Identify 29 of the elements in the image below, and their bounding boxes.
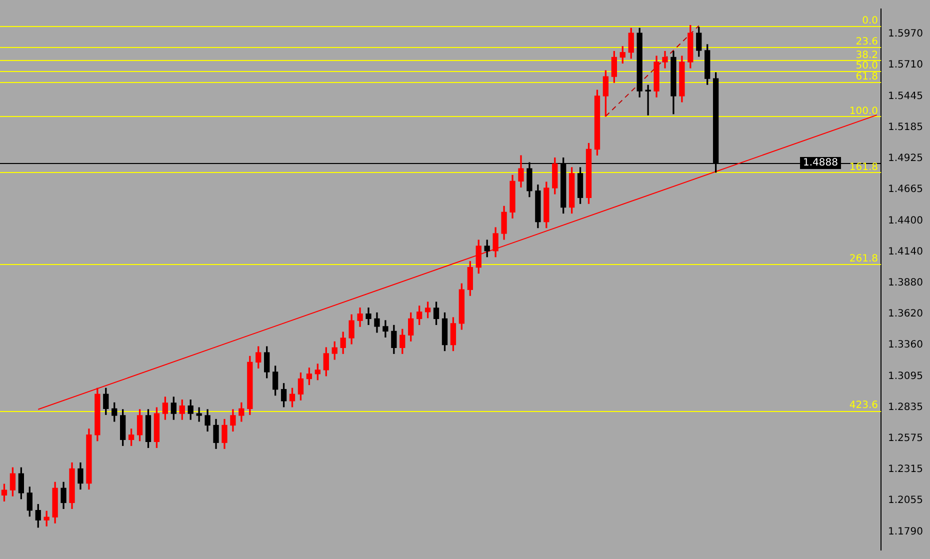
candlestick [196, 407, 202, 422]
annotation: 38.2 [856, 50, 878, 61]
y-tick-label: 1.2315 [888, 464, 924, 476]
y-tick-label: 1.2055 [888, 495, 924, 506]
y-tick-label: 1.5445 [888, 91, 924, 102]
annotation: 0.0 [862, 15, 878, 26]
y-tick-label: 1.3880 [888, 278, 924, 289]
annotation: 23.6 [856, 36, 878, 48]
y-tick-label: 1.3620 [888, 308, 924, 320]
y-tick-label: 1.4665 [888, 184, 924, 196]
annotation: 100.0 [849, 106, 878, 117]
annotation: 161.8 [849, 162, 878, 173]
y-tick-label: 1.5185 [888, 122, 924, 134]
y-tick-label: 1.4140 [888, 246, 924, 258]
y-tick-label: 1.3360 [888, 340, 924, 351]
y-tick-label: 1.2575 [888, 433, 924, 444]
y-tick-label: 1.2835 [888, 402, 924, 414]
y-tick-label: 1.4400 [888, 216, 924, 227]
y-tick-label: 1.1790 [888, 526, 924, 538]
y-tick-label: 1.5710 [888, 60, 924, 71]
y-tick-label: 1.5970 [888, 28, 924, 40]
ref-line-label: 1.4888 [803, 158, 838, 169]
candlestick [645, 84, 651, 116]
annotation: 261.8 [849, 254, 878, 265]
annotation: 423.6 [849, 400, 878, 412]
y-tick-label: 1.4925 [888, 153, 924, 164]
annotation: 50.0 [856, 60, 878, 72]
y-tick-label: 1.3095 [888, 371, 924, 382]
annotation: 61.8 [856, 71, 878, 82]
